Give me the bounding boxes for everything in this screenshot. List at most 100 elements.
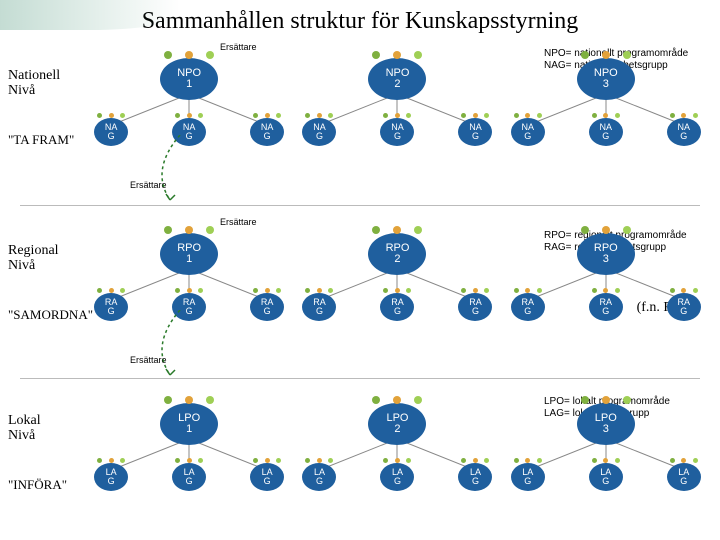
member-dot bbox=[681, 113, 686, 118]
member-dot bbox=[602, 396, 610, 404]
po-node: RPO3 bbox=[577, 233, 635, 275]
member-dot bbox=[393, 396, 401, 404]
cluster: RPO2 RA G RA G RA G bbox=[302, 233, 492, 343]
member-dot bbox=[484, 288, 489, 293]
po-number: 1 bbox=[186, 254, 192, 265]
po-number: 2 bbox=[394, 254, 400, 265]
ag-label: RA G bbox=[469, 298, 482, 316]
member-dot bbox=[581, 226, 589, 234]
level-section-1: Regional Nivå"SAMORDNA"RPO1RA GRA GRA GR… bbox=[0, 215, 720, 380]
member-dot bbox=[395, 458, 400, 463]
member-dot bbox=[395, 113, 400, 118]
po-node: NPO2 bbox=[368, 58, 426, 100]
ag-label: NA G bbox=[469, 123, 482, 141]
ag-label: LA G bbox=[106, 468, 117, 486]
member-dot bbox=[395, 288, 400, 293]
po-number: 2 bbox=[394, 424, 400, 435]
action-label: "INFÖRA" bbox=[8, 477, 67, 493]
member-dot bbox=[461, 458, 466, 463]
po-number: 3 bbox=[603, 79, 609, 90]
ag-node: RA G bbox=[589, 293, 623, 321]
ag-label: RA G bbox=[105, 298, 118, 316]
member-dot bbox=[615, 288, 620, 293]
ag-label: RA G bbox=[391, 298, 404, 316]
ersattare-arrow bbox=[120, 310, 220, 380]
ag-row: LA G LA G LA G bbox=[94, 463, 284, 491]
member-dot bbox=[372, 396, 380, 404]
member-dot bbox=[693, 458, 698, 463]
member-dot bbox=[305, 113, 310, 118]
ag-row: LA GLA GLA G bbox=[302, 463, 492, 491]
ag-node: LA G bbox=[511, 463, 545, 491]
ag-label: LA G bbox=[184, 468, 195, 486]
member-dot bbox=[670, 113, 675, 118]
ag-node: NA G bbox=[511, 118, 545, 146]
member-dot bbox=[109, 288, 114, 293]
member-dot bbox=[265, 288, 270, 293]
ag-label: RA G bbox=[261, 298, 274, 316]
member-dot bbox=[603, 458, 608, 463]
ag-node: LA G bbox=[589, 463, 623, 491]
cluster: NPO3NA GNA GNA G bbox=[511, 58, 701, 168]
member-dot bbox=[537, 113, 542, 118]
level-label: Lokal Nivå bbox=[8, 413, 41, 444]
member-dot bbox=[615, 458, 620, 463]
ag-label: LA G bbox=[600, 468, 611, 486]
ag-label: NA G bbox=[600, 123, 613, 141]
member-dot bbox=[198, 113, 203, 118]
member-dot bbox=[537, 458, 542, 463]
member-dot bbox=[623, 226, 631, 234]
ag-node: NA G bbox=[380, 118, 414, 146]
ag-node: LA G bbox=[250, 463, 284, 491]
po-node: RPO2 bbox=[368, 233, 426, 275]
member-dot bbox=[185, 51, 193, 59]
member-dot bbox=[484, 458, 489, 463]
member-dot bbox=[317, 113, 322, 118]
member-dot bbox=[406, 288, 411, 293]
ag-node: NA G bbox=[250, 118, 284, 146]
ag-label: LA G bbox=[678, 468, 689, 486]
member-dot bbox=[461, 288, 466, 293]
po-number: 1 bbox=[186, 424, 192, 435]
member-dot bbox=[328, 113, 333, 118]
ag-node: RA G bbox=[458, 293, 492, 321]
level-section-2: Lokal Nivå"INFÖRA"LPO1LA GLA GLA GLPO2LA… bbox=[0, 385, 720, 535]
member-dot bbox=[602, 226, 610, 234]
member-dot bbox=[187, 288, 192, 293]
member-dot bbox=[328, 288, 333, 293]
ag-label: LA G bbox=[262, 468, 273, 486]
ag-row: RA G RA G RA G bbox=[302, 293, 492, 321]
member-dot bbox=[623, 51, 631, 59]
member-dot bbox=[109, 458, 114, 463]
ag-row: LA G LA G LA G bbox=[511, 463, 701, 491]
ag-node: NA G bbox=[589, 118, 623, 146]
member-dot bbox=[592, 458, 597, 463]
po-node: LPO2 bbox=[368, 403, 426, 445]
cluster: NPO2NA GNA GNA G bbox=[302, 58, 492, 168]
member-dot bbox=[681, 288, 686, 293]
member-dot bbox=[372, 51, 380, 59]
member-dot bbox=[603, 288, 608, 293]
member-dot bbox=[328, 458, 333, 463]
ag-label: NA G bbox=[261, 123, 274, 141]
ag-label: RA G bbox=[678, 298, 691, 316]
ersattare-label: Ersättare bbox=[220, 42, 257, 52]
po-node: NPO1 bbox=[160, 58, 218, 100]
ag-node: LA G bbox=[380, 463, 414, 491]
member-dot bbox=[581, 396, 589, 404]
member-dot bbox=[473, 458, 478, 463]
ersattare-label: Ersättare bbox=[220, 217, 257, 227]
member-dot bbox=[406, 113, 411, 118]
member-dot bbox=[305, 288, 310, 293]
ag-label: LA G bbox=[314, 468, 325, 486]
member-dot bbox=[681, 458, 686, 463]
member-dot bbox=[406, 458, 411, 463]
ag-node: RA G bbox=[511, 293, 545, 321]
member-dot bbox=[414, 226, 422, 234]
ag-node: RA G bbox=[380, 293, 414, 321]
member-dot bbox=[305, 458, 310, 463]
member-dot bbox=[175, 288, 180, 293]
po-number: 2 bbox=[394, 79, 400, 90]
member-dot bbox=[97, 113, 102, 118]
ag-node: RA G bbox=[302, 293, 336, 321]
